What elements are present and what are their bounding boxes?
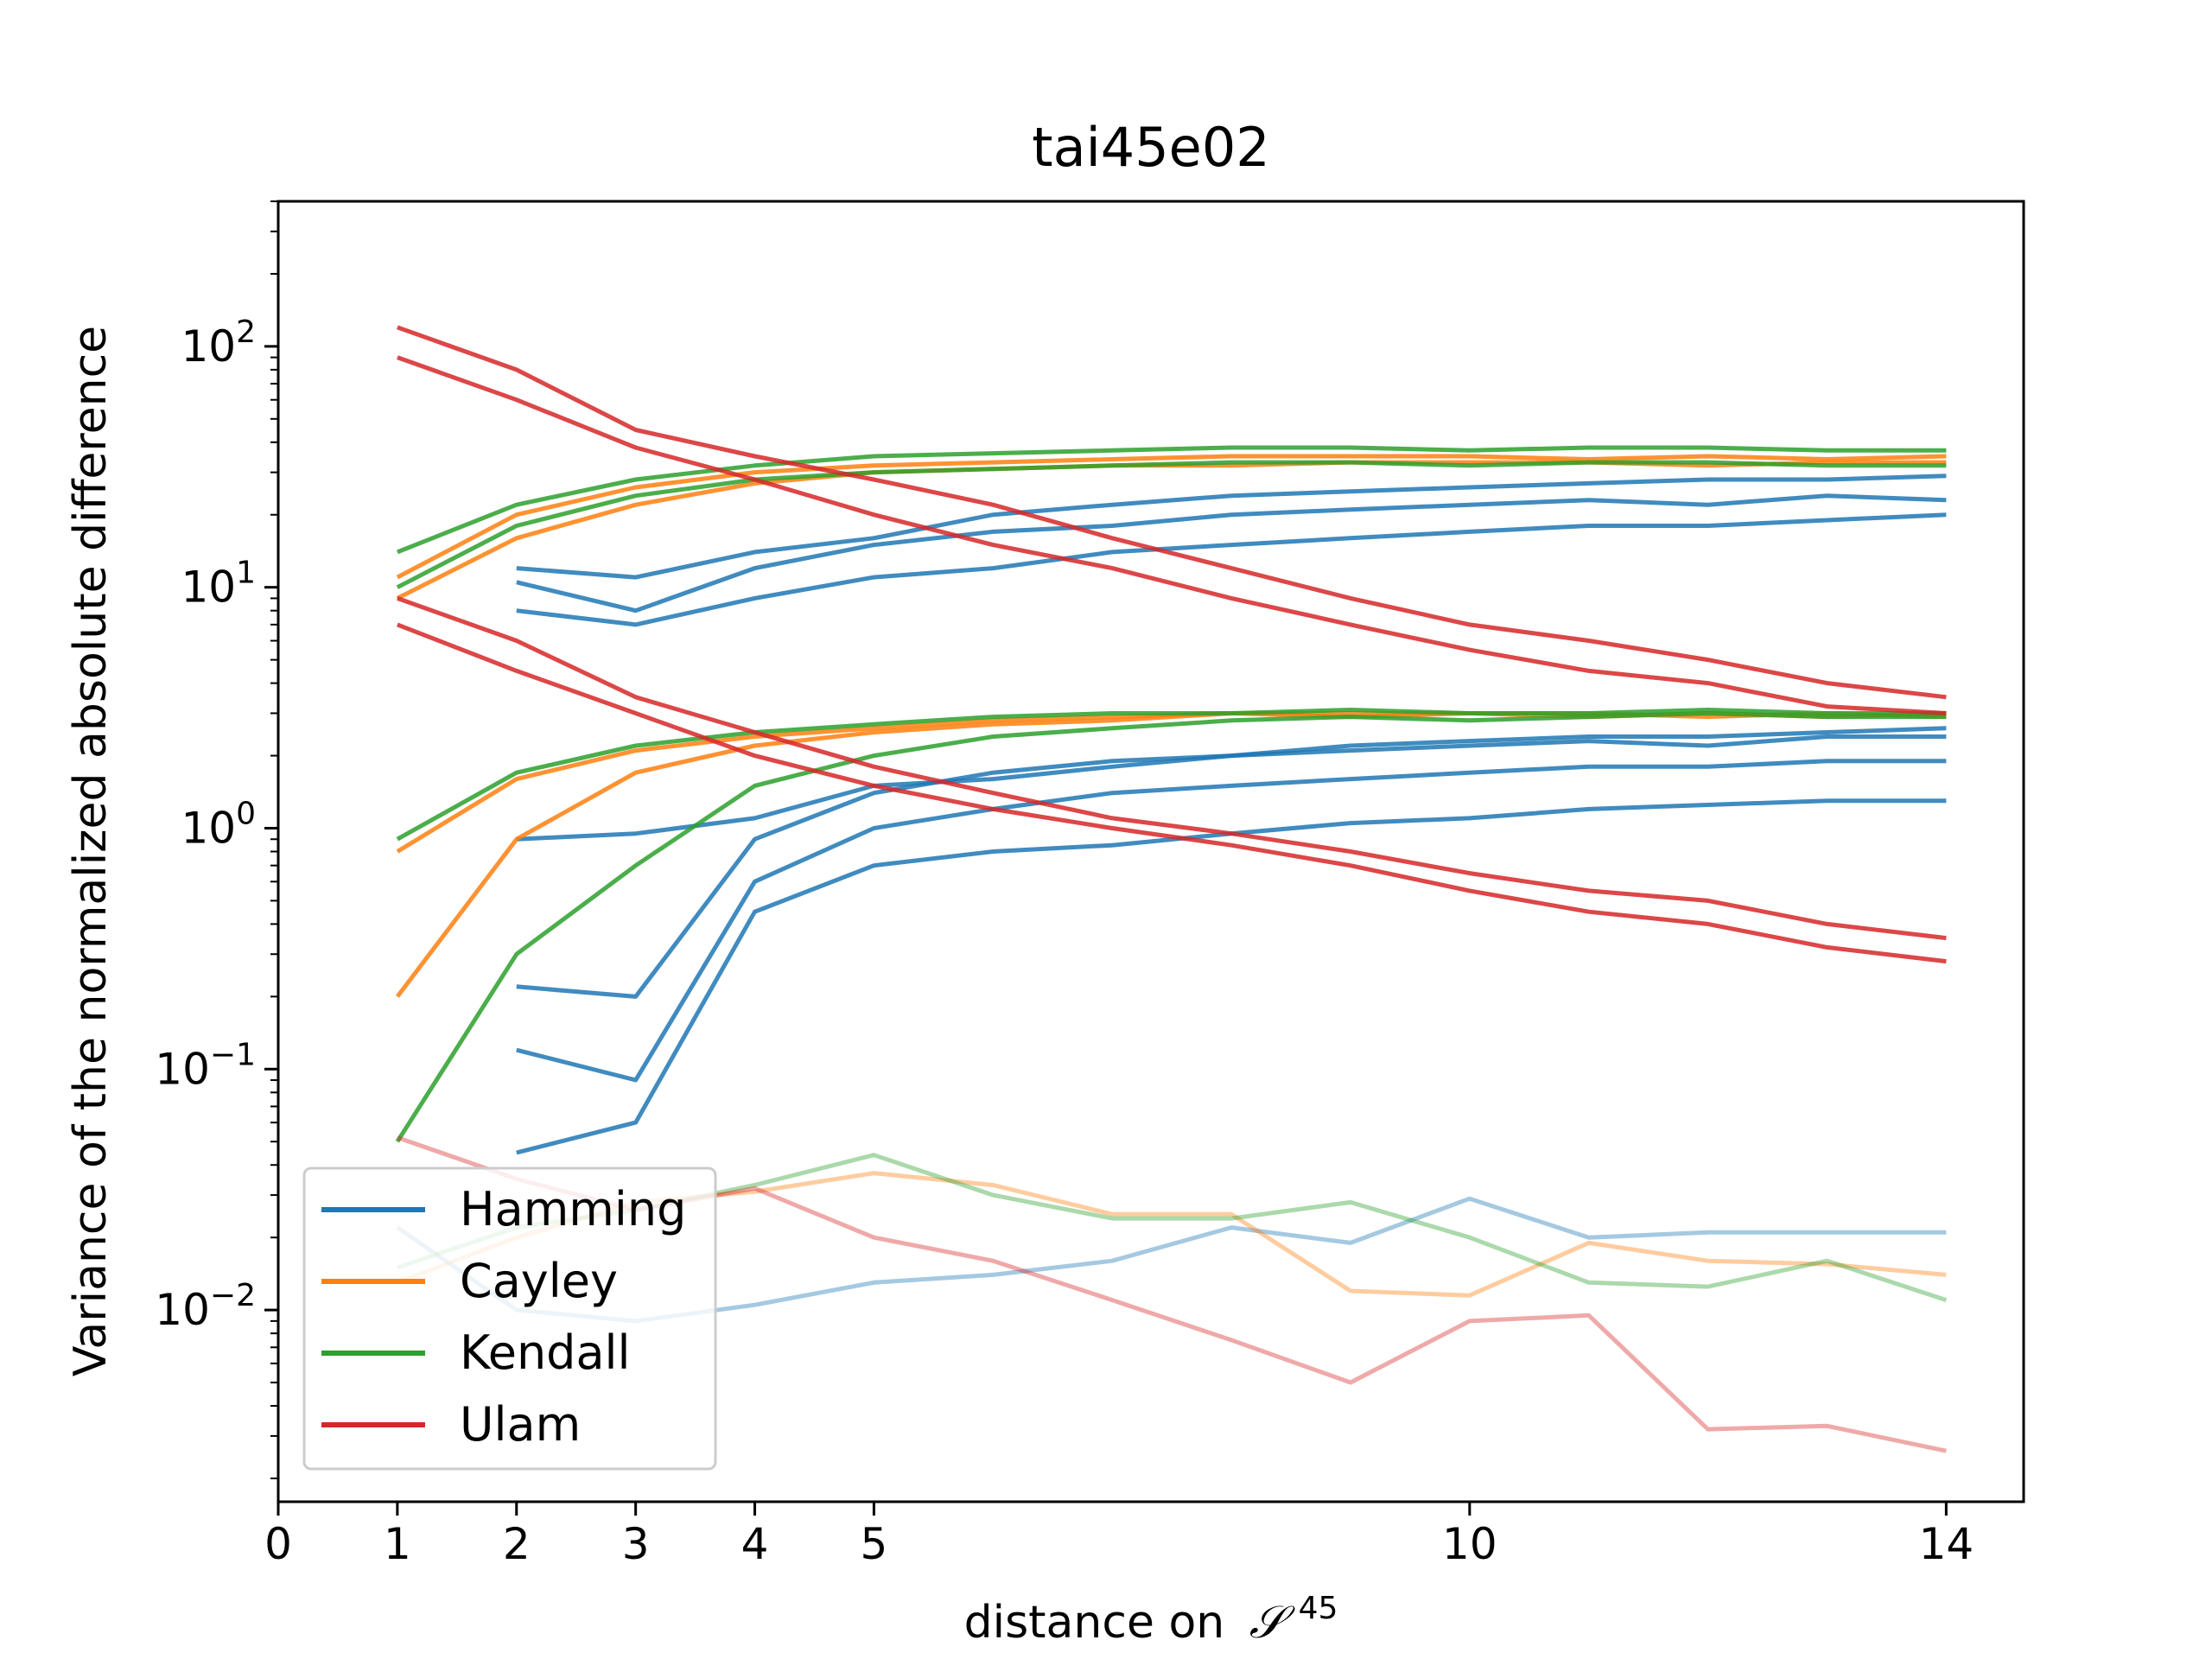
legend-label-cayley: Cayley — [460, 1254, 618, 1308]
x-tick-label: 5 — [861, 1519, 888, 1569]
series-line-kendall-14 — [396, 708, 1947, 842]
series-line-cayley-10 — [396, 454, 1947, 580]
y-tick-label: 101 — [181, 556, 256, 613]
legend-label-kendall: Kendall — [460, 1325, 631, 1380]
x-tick-label: 14 — [1919, 1519, 1974, 1569]
series-line-hamming-1 — [516, 759, 1947, 1083]
x-tick-label: 3 — [622, 1519, 650, 1569]
y-tick-label: 10−1 — [155, 1037, 256, 1094]
y-tick-label: 102 — [181, 315, 256, 372]
x-tick-label: 10 — [1442, 1519, 1497, 1569]
x-tick-label: 1 — [384, 1519, 411, 1569]
series-line-ulam-20 — [397, 596, 1947, 941]
chart-title: tai45e02 — [1032, 116, 1269, 179]
x-tick-label: 0 — [264, 1519, 292, 1569]
series-line-hamming-5 — [516, 474, 1947, 580]
legend: Hamming Cayley Kendall Ulam — [302, 1166, 717, 1471]
x-tick-label: 4 — [741, 1519, 769, 1569]
x-axis-label-superscript: 45 — [1299, 1591, 1338, 1626]
legend-box — [302, 1166, 717, 1471]
x-axis: 0 1 2 3 4 5 10 14 — [264, 1502, 1974, 1569]
x-axis-label-text: distance on — [964, 1597, 1225, 1649]
series-line-ulam-21 — [396, 622, 1947, 964]
series-line-ulam-19 — [397, 355, 1947, 715]
series-line-hamming-4 — [516, 493, 1947, 613]
series-line-hamming-3 — [516, 734, 1947, 842]
series-line-ulam-18 — [397, 325, 1947, 700]
y-axis-label: Variance of the normalized absolute diff… — [65, 326, 117, 1376]
data-lines — [395, 325, 1948, 1453]
series-line-kendall-13 — [395, 711, 1947, 1143]
legend-label-hamming: Hamming — [460, 1182, 686, 1236]
series-line-kendall-16 — [396, 445, 1947, 555]
x-axis-label: distance on 𝒮 45 — [964, 1591, 1338, 1649]
y-tick-label: 10−2 — [155, 1278, 256, 1335]
y-tick-label: 100 — [181, 796, 256, 853]
x-axis-label-symbol: 𝒮 — [1249, 1597, 1296, 1649]
legend-label-ulam: Ulam — [460, 1397, 581, 1452]
series-line-hamming-6 — [516, 512, 1947, 627]
series-line-cayley-9 — [395, 711, 1947, 998]
series-line-kendall-15 — [396, 460, 1947, 589]
x-tick-label: 2 — [503, 1519, 531, 1569]
y-axis: 102 101 100 10−1 10−2 — [155, 200, 278, 1479]
